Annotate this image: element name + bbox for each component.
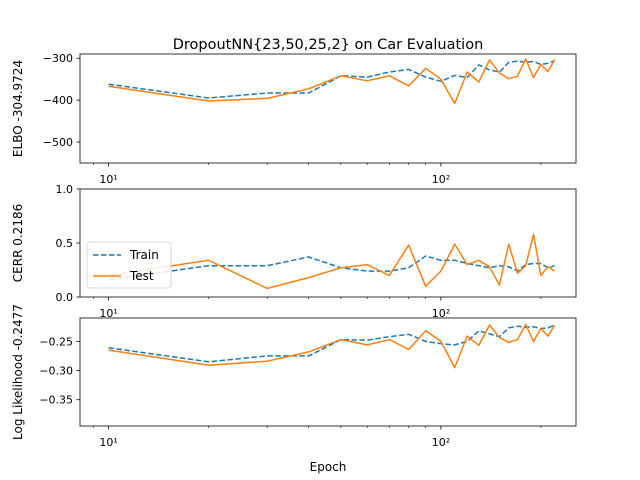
y-tick-label: −0.30 xyxy=(39,365,73,378)
y-axis-label: CERR 0.2186 xyxy=(11,204,25,282)
series-line-train xyxy=(108,324,555,363)
axes-frame xyxy=(79,53,577,164)
y-axis-label: Log Likelihood -0.2477 xyxy=(11,304,25,440)
y-tick-label: −0.35 xyxy=(39,394,73,407)
x-tick-label: 10¹ xyxy=(99,436,117,449)
y-tick-label: −300 xyxy=(43,52,73,65)
series-line-test xyxy=(108,233,556,290)
y-tick-label: −500 xyxy=(43,136,73,149)
y-tick-label: 1.0 xyxy=(56,183,74,196)
series-line-test xyxy=(108,323,556,369)
panels: 10¹ 10² −500 −400 −300 ELBO -304.9724 10¹ 10² 0.… xyxy=(11,52,577,449)
y-tick-label: 0.0 xyxy=(56,291,74,304)
x-axis-label: Epoch xyxy=(310,460,347,474)
legend-label-train: Train xyxy=(129,248,159,262)
x-tick-label: 10¹ xyxy=(99,307,117,320)
y-tick-label: −0.25 xyxy=(39,335,73,348)
y-tick-label: 0.5 xyxy=(56,237,74,250)
panel-2: 10¹ 10² 0.0 0.5 1.0 CERR 0.2186 Train Test xyxy=(11,183,577,320)
panel-1: 10¹ 10² −500 −400 −300 ELBO -304.9724 xyxy=(11,52,577,186)
x-tick-label: 10² xyxy=(432,173,450,186)
x-tick-label: 10² xyxy=(432,307,450,320)
series-line-train xyxy=(108,255,555,281)
series-line-train xyxy=(108,59,555,99)
chart-title: DropoutNN{23,50,25,2} on Car Evaluation xyxy=(173,37,484,53)
x-tick-label: 10¹ xyxy=(99,173,117,186)
y-tick-label: −400 xyxy=(43,94,73,107)
series-line-test xyxy=(108,58,556,105)
x-tick-label: 10² xyxy=(432,436,450,449)
panel-3: 10¹ 10² −0.35 −0.30 −0.25 Log Likelihood -0.2… xyxy=(11,304,577,449)
axes-frame xyxy=(79,188,577,298)
legend-label-test: Test xyxy=(129,269,154,283)
y-axis-label: ELBO -304.9724 xyxy=(11,60,25,157)
axes-frame xyxy=(79,317,577,427)
legend: Train Test xyxy=(86,241,172,289)
